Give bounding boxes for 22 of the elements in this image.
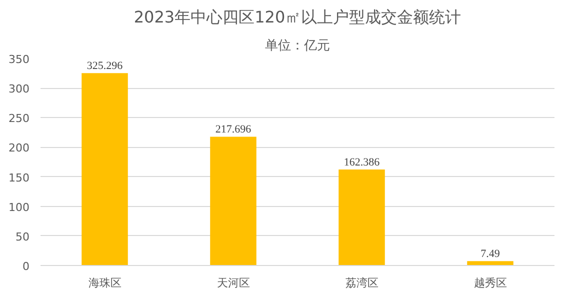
chart-title: 2023年中心四区120㎡以上户型成交金额统计 xyxy=(134,8,462,26)
x-tick-label: 天河区 xyxy=(216,276,250,290)
y-tick-label: 350 xyxy=(8,53,30,66)
bar xyxy=(82,73,128,266)
y-tick-label: 150 xyxy=(8,171,30,184)
y-tick-label: 200 xyxy=(8,142,30,155)
bar xyxy=(467,261,514,266)
y-tick-label: 0 xyxy=(22,260,30,273)
y-tick-label: 100 xyxy=(8,200,30,214)
chart-subtitle: 单位：亿元 xyxy=(265,38,330,54)
data-label: 7.49 xyxy=(480,248,500,260)
y-tick-label: 50 xyxy=(16,230,30,244)
y-tick-label: 250 xyxy=(8,112,30,126)
x-tick-label: 荔湾区 xyxy=(345,276,378,290)
data-label: 162.386 xyxy=(344,156,380,168)
bar xyxy=(338,169,385,266)
x-tick-label: 海珠区 xyxy=(88,276,122,290)
y-tick-label: 300 xyxy=(8,82,30,96)
data-label: 325.296 xyxy=(86,60,124,72)
bar xyxy=(210,136,256,266)
x-tick-label: 越秀区 xyxy=(474,276,507,290)
data-label: 217.696 xyxy=(215,124,252,136)
